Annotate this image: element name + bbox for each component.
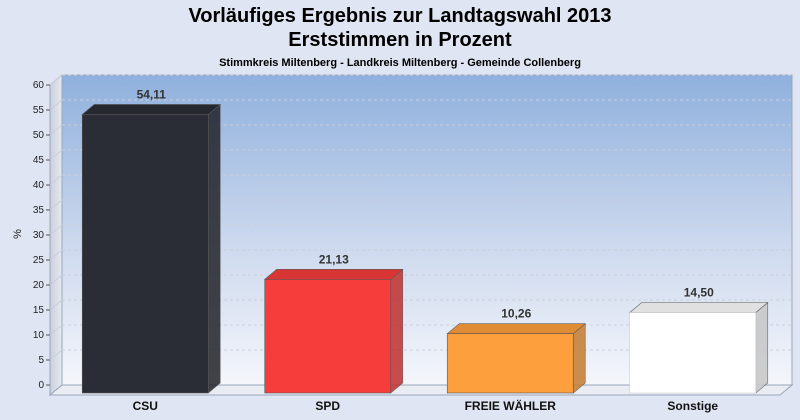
- bar-spd: [263, 268, 404, 394]
- bar: [629, 312, 757, 394]
- grid-line-wall: [49, 249, 63, 261]
- grid-line-wall: [49, 149, 63, 161]
- y-tick-label: 40: [33, 180, 45, 191]
- grid-line-wall: [49, 349, 63, 361]
- bar-side: [755, 301, 769, 394]
- y-tick-label: 20: [33, 280, 45, 291]
- left-wall: [49, 73, 63, 397]
- grid-line-wall: [49, 99, 63, 111]
- bar-top: [81, 104, 222, 115]
- bar-top: [263, 269, 404, 280]
- bar-csu: [81, 103, 222, 394]
- chart-header: Vorläufiges Ergebnis zur Landtagswahl 20…: [0, 0, 800, 70]
- bar-top: [628, 302, 769, 313]
- y-tick-label: 50: [33, 130, 45, 141]
- floor: [48, 384, 794, 396]
- y-tick-label: 15: [33, 305, 45, 316]
- y-tick-label: 25: [33, 255, 45, 266]
- y-tick-label: 35: [33, 205, 45, 216]
- bar: [264, 279, 392, 394]
- bar-side: [390, 268, 404, 394]
- bars: [81, 103, 769, 394]
- chart-title: Vorläufiges Ergebnis zur Landtagswahl 20…: [188, 5, 612, 27]
- bar-freie-w-hler: [446, 323, 587, 394]
- bar-side: [572, 323, 586, 394]
- grid-line-wall: [49, 174, 63, 186]
- bar-sonstige: [628, 301, 769, 394]
- y-tick-label: 55: [33, 105, 45, 116]
- grid-line-wall: [49, 324, 63, 336]
- y-tick-label: 10: [33, 330, 45, 341]
- y-tick-label: 45: [33, 155, 45, 166]
- data-label: 14,50: [684, 286, 714, 300]
- grid-line-wall: [49, 124, 63, 136]
- y-tick-label: 60: [33, 80, 45, 91]
- data-label: 21,13: [319, 252, 349, 266]
- y-tick-label: 30: [33, 230, 45, 241]
- labels: 0 5 10 15 20 25 30 35 40 45 50 55 60% 54,11 CSU 21,13 SP…: [12, 80, 718, 413]
- y-tick-label: 0: [38, 380, 44, 391]
- chart-title-line2: Erststimmen in Prozent: [288, 29, 512, 51]
- bar: [81, 114, 209, 394]
- grid-line-wall: [49, 224, 63, 236]
- x-tick-label: SPD: [315, 399, 340, 413]
- x-tick-label: Sonstige: [667, 399, 718, 413]
- data-label: 54,11: [137, 87, 167, 101]
- y-tick-label: 5: [38, 355, 44, 366]
- grid-line-wall: [49, 74, 63, 86]
- grid-line-wall: [49, 199, 63, 211]
- chart-subtitle: Stimmkreis Miltenberg - Landkreis Milten…: [219, 57, 581, 69]
- bar-side: [207, 103, 221, 394]
- grid-line-wall: [49, 274, 63, 286]
- data-label: 10,26: [501, 307, 531, 321]
- y-axis-label: %: [12, 229, 24, 239]
- grid-line-wall: [49, 299, 63, 311]
- bar: [446, 333, 574, 394]
- bar-top: [446, 323, 587, 335]
- x-tick-label: FREIE WÄHLER: [465, 398, 557, 413]
- x-tick-label: CSU: [133, 399, 158, 413]
